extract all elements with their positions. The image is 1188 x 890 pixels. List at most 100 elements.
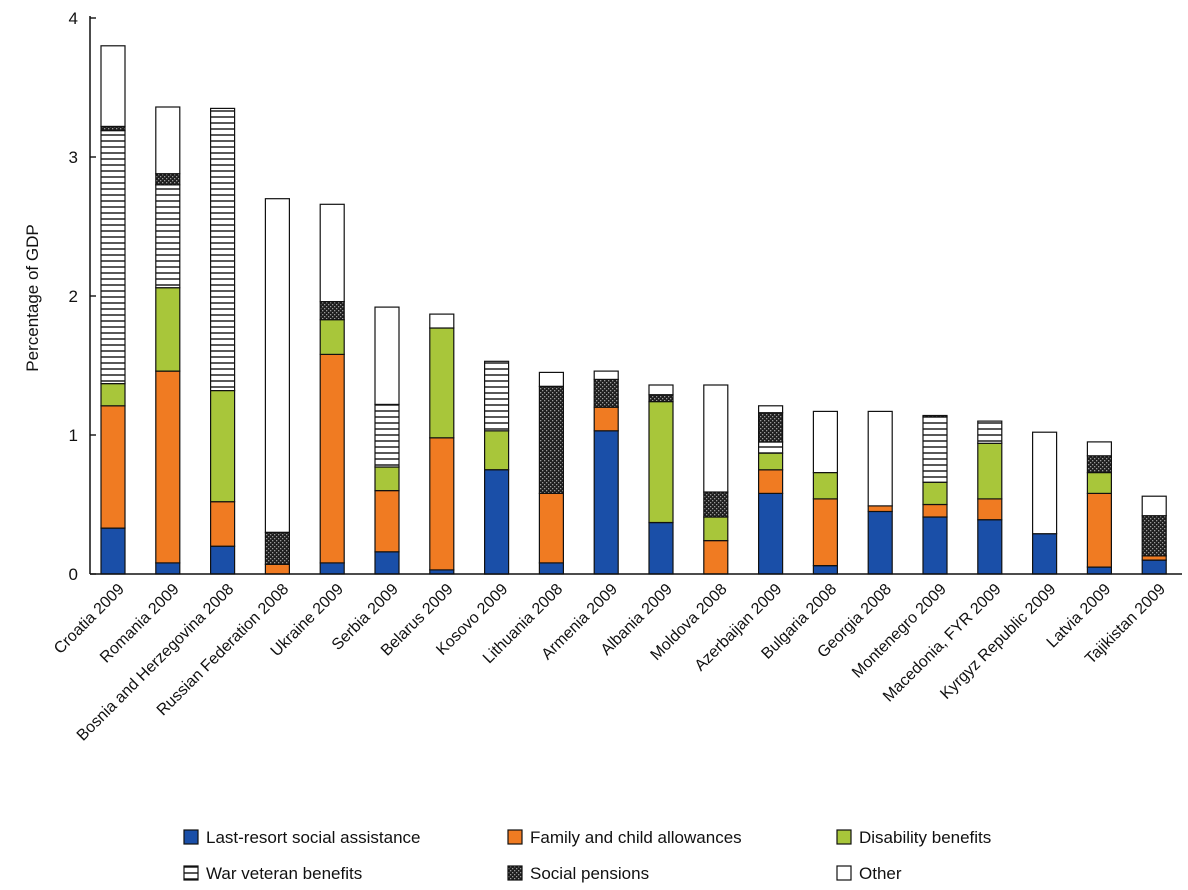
bar-segment-family-and-child-allowances [867,505,893,513]
bar-macedonia-fyr-2009 [977,420,1003,575]
bar-segment-war-veteran-benefits [922,416,948,483]
bar-segment-disability-benefits [648,401,674,524]
legend-item-last-resort-social-assistance: Last-resort social assistance [183,828,420,847]
bar-albania-2009 [648,384,674,575]
bar-segment-other [812,410,839,474]
legend-label: Family and child allowances [530,828,742,847]
bar-segment-war-veteran-benefits [100,130,126,385]
bar-segment-family-and-child-allowances [374,490,400,553]
bar-segment-disability-benefits [703,516,729,542]
y-tick-label: 2 [69,287,78,306]
bar-segment-disability-benefits [155,287,181,372]
bar-bulgaria-2008 [812,410,839,575]
legend-label: War veteran benefits [206,864,362,883]
legend-swatch [836,865,852,881]
y-tick-label: 3 [69,148,78,167]
bar-segment-disability-benefits [210,389,236,503]
axes-layer: 0 1 2 3 4 [69,9,1182,584]
y-tick-label: 4 [69,9,78,28]
bar-segment-other [703,384,729,493]
bar-segment-family-and-child-allowances [703,539,729,575]
bar-segment-other [593,370,619,381]
bar-segment-last-resort-social-assistance [155,562,181,575]
bar-segment-disability-benefits [757,452,784,471]
bar-lithuania-2008 [538,371,565,575]
bar-segment-other [100,45,126,127]
bar-segment-social-pensions [648,394,674,403]
legend-item-disability-benefits: Disability benefits [836,828,991,847]
bar-georgia-2008 [867,410,893,575]
bar-segment-family-and-child-allowances [977,498,1003,521]
bar-romania-2009 [155,106,181,575]
bar-segment-disability-benefits [429,327,455,439]
bar-segment-last-resort-social-assistance [1086,566,1113,575]
bar-segment-war-veteran-benefits [484,360,510,432]
legend: Last-resort social assistance Family and … [183,828,991,883]
bar-segment-last-resort-social-assistance [484,469,510,575]
y-tick-label: 0 [69,565,78,584]
legend-label: Other [859,864,902,883]
bar-montenegro-2009 [922,414,948,575]
bar-segment-social-pensions [1086,455,1113,474]
bar-segment-last-resort-social-assistance [977,519,1003,575]
bar-segment-other [1031,431,1058,535]
bar-segment-family-and-child-allowances [812,498,839,567]
bar-segment-family-and-child-allowances [538,492,565,564]
bar-segment-last-resort-social-assistance [538,562,565,575]
legend-swatch [183,829,199,845]
bar-segment-last-resort-social-assistance [757,492,784,575]
bar-segment-social-pensions [538,385,565,494]
bar-tajikistan-2009 [1141,495,1167,575]
legend-swatch [836,829,852,845]
legend-item-other: Other [836,864,902,883]
bar-belarus-2009 [429,313,455,575]
bar-segment-family-and-child-allowances [319,353,345,564]
bar-segment-social-pensions [264,531,290,565]
bar-segment-disability-benefits [484,430,510,471]
bar-segment-last-resort-social-assistance [648,521,674,575]
bar-segment-other [264,198,290,533]
bar-segment-war-veteran-benefits [757,441,784,454]
bar-segment-last-resort-social-assistance [593,430,619,575]
bar-segment-last-resort-social-assistance [319,562,345,575]
bar-segment-social-pensions [593,378,619,408]
legend-swatch [507,865,523,881]
legend-label: Social pensions [530,864,649,883]
bar-latvia-2009 [1086,441,1113,575]
bar-segment-family-and-child-allowances [155,370,181,564]
bar-moldova-2008 [703,384,729,575]
bars-layer [100,45,1167,575]
bar-segment-family-and-child-allowances [100,405,126,529]
legend-label: Last-resort social assistance [206,828,420,847]
bar-segment-family-and-child-allowances [210,501,236,547]
bar-kyrgyz-republic-2009 [1031,431,1058,575]
bar-segment-family-and-child-allowances [922,503,948,518]
bar-segment-social-pensions [155,173,181,186]
bar-segment-last-resort-social-assistance [100,527,126,575]
bar-segment-social-pensions [757,412,784,443]
bar-segment-social-pensions [703,491,729,518]
bar-segment-social-pensions [319,301,345,321]
bar-segment-last-resort-social-assistance [867,510,893,575]
bar-segment-family-and-child-allowances [757,469,784,494]
bar-segment-disability-benefits [812,471,839,500]
bar-segment-other [538,371,565,387]
y-axis-title: Percentage of GDP [23,224,42,371]
bar-segment-other [757,405,784,414]
bar-segment-war-veteran-benefits [210,107,236,392]
x-category-label: Montenegro 2009 [849,581,950,682]
bar-segment-other [155,106,181,175]
bar-segment-last-resort-social-assistance [374,551,400,575]
legend-item-war-veteran-benefits: War veteran benefits [183,864,362,883]
bar-bosnia-and-herzegovina-2008 [210,107,236,575]
bar-ukraine-2009 [319,203,345,575]
bar-segment-last-resort-social-assistance [812,565,839,575]
bar-segment-other [867,410,893,507]
bar-segment-family-and-child-allowances [264,563,290,575]
bar-segment-disability-benefits [100,383,126,407]
bar-segment-other [648,384,674,396]
bar-segment-last-resort-social-assistance [922,516,948,575]
bar-russian-federation-2008 [264,198,290,575]
x-category-label: Kyrgyz Republic 2009 [937,581,1059,703]
